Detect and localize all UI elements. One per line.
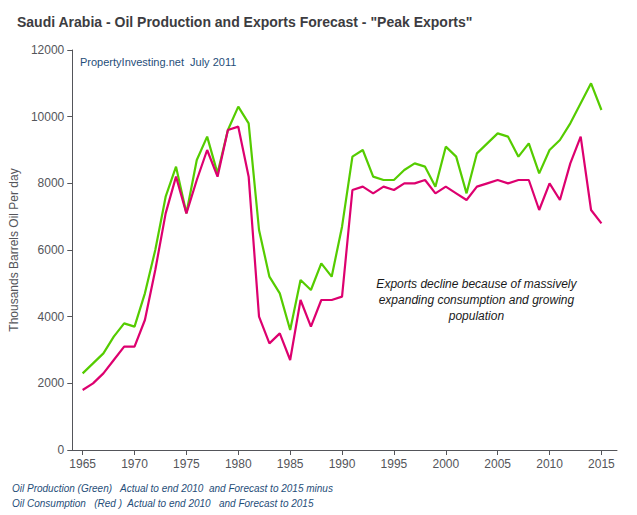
svg-text:Oil Consumption (Red ) Actu: Oil Consumption (Red ) Actual to end 201… (12, 498, 314, 509)
svg-text:8000: 8000 (38, 176, 65, 190)
svg-text:2010: 2010 (536, 457, 563, 471)
svg-text:1970: 1970 (121, 457, 148, 471)
svg-text:1995: 1995 (381, 457, 408, 471)
svg-text:6000: 6000 (38, 243, 65, 257)
svg-text:2000: 2000 (38, 376, 65, 390)
svg-text:Thousands Barrels Oil Per day: Thousands Barrels Oil Per day (7, 168, 21, 331)
svg-text:1985: 1985 (277, 457, 304, 471)
svg-text:2005: 2005 (484, 457, 511, 471)
svg-text:4000: 4000 (38, 310, 65, 324)
svg-text:10000: 10000 (31, 110, 65, 124)
svg-text:2000: 2000 (432, 457, 459, 471)
svg-text:1965: 1965 (69, 457, 96, 471)
svg-text:0: 0 (58, 443, 65, 457)
svg-text:Saudi Arabia - Oil Production: Saudi Arabia - Oil Production and Export… (17, 14, 472, 30)
svg-text:2015: 2015 (588, 457, 615, 471)
svg-text:1980: 1980 (225, 457, 252, 471)
svg-text:PropertyInvesting.net July 20: PropertyInvesting.net July 2011 (80, 56, 236, 68)
svg-text:Oil Production (Green) Actua: Oil Production (Green) Actual to end 201… (12, 483, 333, 494)
svg-text:12000: 12000 (31, 43, 65, 57)
svg-text:Exports decline because of mas: Exports decline because of massively (376, 277, 577, 291)
svg-text:expanding consumption and grow: expanding consumption and growing (379, 293, 575, 307)
svg-text:population: population (448, 309, 505, 323)
svg-text:1975: 1975 (173, 457, 200, 471)
svg-text:1990: 1990 (329, 457, 356, 471)
